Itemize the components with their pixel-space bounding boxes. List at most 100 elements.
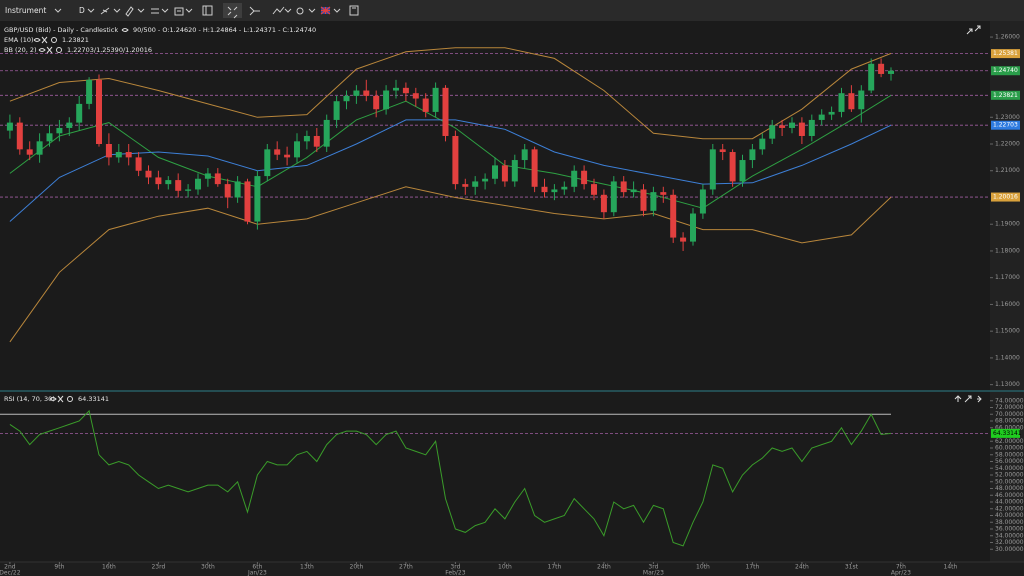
x-tick-label: 3rd bbox=[450, 564, 460, 571]
price-tag bbox=[991, 49, 1020, 59]
candle-body bbox=[511, 160, 518, 182]
x-tick-label: 16th bbox=[102, 564, 116, 571]
rsi-y-tick-label: 62.00000 bbox=[995, 438, 1024, 445]
candle-body bbox=[719, 149, 726, 153]
candle-body bbox=[818, 114, 825, 120]
candle-body bbox=[492, 165, 498, 179]
candle-body bbox=[432, 87, 439, 112]
candle-body bbox=[343, 95, 350, 102]
candle-body bbox=[26, 149, 33, 155]
x-tick-label: 30th bbox=[201, 564, 215, 571]
period-menu[interactable]: D bbox=[79, 6, 85, 15]
candle-body bbox=[214, 173, 221, 185]
candle-body bbox=[105, 144, 112, 158]
candle-body bbox=[373, 95, 380, 110]
candle-body bbox=[274, 149, 281, 155]
candle-body bbox=[600, 194, 607, 213]
x-tick-label: 2nd bbox=[4, 564, 16, 571]
rsi-y-tick-label: 70.00000 bbox=[995, 411, 1024, 418]
candle-body bbox=[630, 189, 637, 193]
candle-body bbox=[125, 152, 132, 158]
bb-legend: BB (20, 2) bbox=[4, 46, 37, 54]
chart-title: GBP/USD (Bid) - Daily - Candlestick bbox=[4, 26, 118, 34]
candle-body bbox=[46, 133, 53, 142]
indicator-line bbox=[9, 119, 892, 222]
toolbar bbox=[0, 0, 1024, 21]
candle-body bbox=[294, 141, 300, 158]
candle-body bbox=[323, 119, 330, 147]
candle-body bbox=[313, 135, 320, 147]
y-tick-label: 1.13000 bbox=[995, 381, 1020, 388]
x-tick-label: 10th bbox=[696, 564, 710, 571]
candle-body bbox=[175, 180, 182, 191]
candle-body bbox=[145, 170, 152, 178]
price-tag-label: 1.23821 bbox=[993, 92, 1018, 99]
candle-body bbox=[531, 149, 538, 187]
candle-body bbox=[798, 122, 805, 136]
price-panel bbox=[0, 21, 990, 390]
price-tag-label: 1.24740 bbox=[993, 67, 1018, 74]
price-tag bbox=[991, 90, 1020, 100]
y-tick-label: 1.18000 bbox=[995, 247, 1020, 254]
rsi-y-tick-label: 52.00000 bbox=[995, 472, 1024, 479]
eye-icon[interactable] bbox=[121, 28, 129, 32]
legend-icons[interactable] bbox=[33, 25, 982, 403]
candle-body bbox=[680, 237, 687, 242]
candle-body bbox=[16, 122, 23, 150]
x-tick-label: 6th bbox=[252, 564, 262, 571]
x-tick-label: 7th bbox=[896, 564, 906, 571]
candle-body bbox=[472, 181, 479, 187]
rsi-tag-label: 64.33141 bbox=[993, 430, 1022, 437]
toolbar-icons[interactable] bbox=[100, 3, 359, 19]
candle-body bbox=[482, 178, 489, 182]
candle-body bbox=[848, 93, 855, 110]
x-tick-month: Mar/23 bbox=[643, 570, 664, 576]
x-tick-label: 13th bbox=[300, 564, 314, 571]
candle-body bbox=[165, 180, 172, 185]
candle-body bbox=[393, 87, 399, 91]
dropdown-arrow bbox=[54, 8, 62, 13]
candle-body bbox=[195, 178, 201, 190]
candle-body bbox=[333, 101, 340, 120]
x-tick-label: 17th bbox=[746, 564, 760, 571]
candle-body bbox=[551, 189, 558, 193]
candle-body bbox=[264, 149, 271, 177]
candle-body bbox=[670, 194, 677, 238]
candle-body bbox=[729, 152, 736, 182]
candle-body bbox=[640, 189, 647, 211]
candle-body bbox=[155, 177, 162, 185]
candle-body bbox=[620, 181, 627, 193]
price-tag-label: 1.22703 bbox=[993, 122, 1018, 129]
y-tick-label: 1.19000 bbox=[995, 221, 1020, 228]
y-tick-label: 1.15000 bbox=[995, 328, 1020, 335]
candle-body bbox=[284, 154, 291, 158]
indicator-line bbox=[9, 186, 892, 343]
ema-readout: 1.23821 bbox=[62, 36, 89, 44]
x-tick-label: 14th bbox=[944, 564, 958, 571]
candle-body bbox=[571, 170, 578, 187]
candle-body bbox=[462, 184, 469, 187]
y-tick-label: 1.23000 bbox=[995, 114, 1020, 121]
flag-cross bbox=[320, 6, 331, 15]
candle-body bbox=[36, 141, 43, 155]
candle-body bbox=[610, 181, 617, 213]
indicator-line bbox=[9, 94, 892, 209]
rsi-y-tick-label: 54.00000 bbox=[995, 465, 1024, 472]
rsi-legend: RSI (14, 70, 30) bbox=[4, 395, 55, 403]
price-tag-label: 1.25381 bbox=[993, 50, 1018, 57]
candle-body bbox=[6, 122, 13, 131]
candle-body bbox=[759, 138, 766, 150]
ema-legend: EMA (10) bbox=[4, 36, 34, 44]
x-tick-label: 24th bbox=[795, 564, 809, 571]
candle-body bbox=[383, 90, 390, 110]
candle-body bbox=[412, 93, 419, 99]
candle-body bbox=[353, 90, 360, 96]
candle-body bbox=[779, 125, 786, 128]
x-tick-label: 10th bbox=[498, 564, 512, 571]
instrument-menu[interactable]: Instrument bbox=[5, 6, 46, 15]
candle-body bbox=[808, 119, 815, 136]
candle-body bbox=[541, 186, 548, 193]
x-tick-label: 23rd bbox=[151, 564, 165, 571]
candle-body bbox=[690, 213, 696, 242]
